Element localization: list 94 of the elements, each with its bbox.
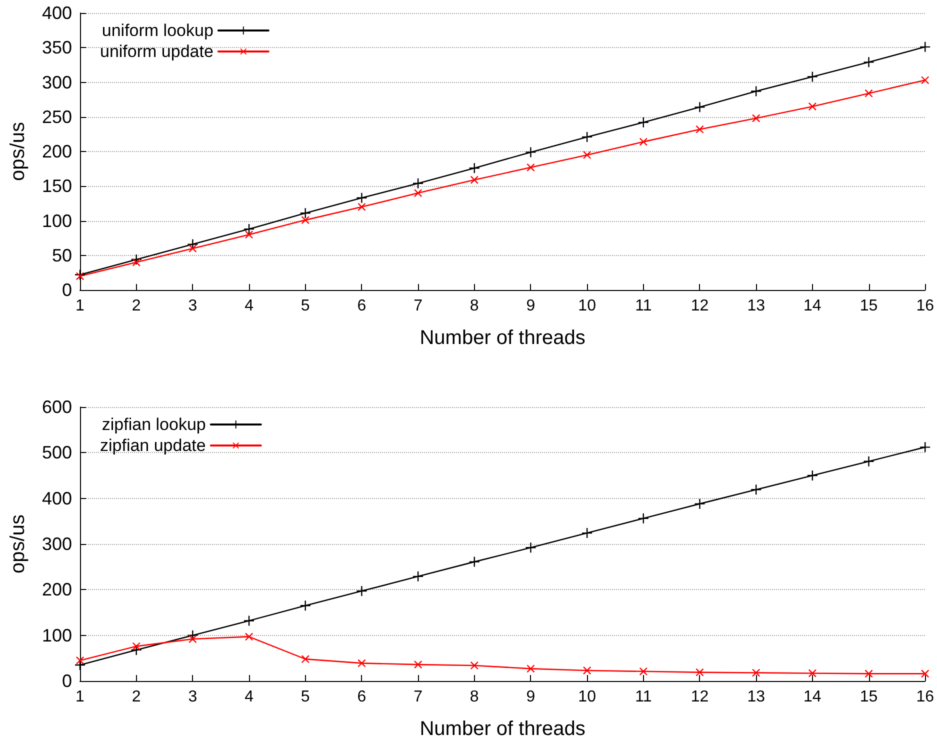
point [358,202,366,211]
point [188,244,197,252]
x-tick-label: 9 [526,688,536,706]
y-tick-label: 0 [62,280,72,300]
point [864,456,874,466]
y-tick-label: 50 [52,245,72,266]
point [694,102,705,112]
point [188,635,197,643]
x-tick-label: 16 [916,298,934,314]
x-axis-title: Number of threads [420,327,586,349]
x-tick-label: 15 [860,688,878,706]
x-axis-title: Number of threads [420,718,586,740]
point [76,656,84,664]
x-tick-label: 8 [470,688,479,706]
y-tick-label: 0 [62,671,72,691]
x-tick-label: 13 [747,298,766,314]
y-axis-title: ops/us [7,122,29,181]
point [470,176,478,184]
point [694,498,705,509]
point [245,632,253,641]
x-tick-label: 5 [300,688,310,706]
point [583,151,592,159]
y-tick-label: 150 [42,176,72,196]
point [356,586,367,596]
point [526,163,535,172]
point [301,216,310,224]
x-tick-label: 14 [804,688,822,706]
point [526,542,536,553]
point [921,76,930,84]
x-tick-label: 16 [916,688,934,706]
x-tick-label: 7 [414,688,423,706]
x-tick-label: 2 [132,298,141,314]
point [76,272,84,280]
point [921,670,930,678]
x-tick-label: 1 [76,688,85,706]
x-tick-label: 12 [690,298,709,314]
point [414,660,422,669]
x-tick-label: 10 [578,688,596,706]
x-tick-label: 3 [188,298,198,314]
x-tick-label: 2 [132,688,141,706]
y-tick-label: 100 [42,210,72,231]
x-tick-label: 9 [526,298,536,314]
point [639,138,648,146]
point [470,662,478,670]
point [752,668,760,677]
legend-label: zipfian lookup [102,415,206,434]
point [920,442,930,452]
point [583,666,592,674]
point [414,189,422,198]
point [356,192,367,203]
point [864,670,873,678]
y-tick-label: 400 [42,488,72,508]
point [807,72,818,82]
x-tick-label: 11 [635,298,652,314]
y-tick-label: 100 [42,625,72,646]
y-tick-label: 200 [42,580,72,600]
y-tick-label: 350 [42,38,72,58]
x-tick-label: 15 [860,298,878,314]
point [864,57,874,68]
x-tick-label: 14 [804,298,822,314]
x-tick-label: 13 [747,688,766,706]
point [752,114,760,122]
point [639,667,648,676]
x-tick-label: 4 [244,688,254,706]
point [469,556,480,567]
y-tick-label: 250 [42,106,72,127]
x-tick-label: 4 [244,298,254,314]
y-tick-label: 200 [42,142,72,162]
x-tick-label: 6 [357,298,366,314]
x-tick-label: 3 [188,688,198,706]
point [526,147,536,158]
legend-label: uniform lookup [102,21,214,40]
x-tick-label: 1 [76,298,85,314]
x-tick-label: 5 [300,298,310,314]
y-tick-label: 400 [42,3,72,23]
legend-label: uniform update [100,42,214,61]
point [808,102,816,110]
y-tick-label: 300 [42,72,72,92]
y-tick-label: 500 [42,442,72,463]
x-tick-label: 6 [357,688,366,706]
y-tick-label: 600 [42,397,72,417]
point [751,484,762,495]
x-tick-label: 8 [470,298,479,314]
x-tick-label: 12 [690,688,709,706]
x-tick-label: 7 [414,298,423,314]
point [808,669,816,678]
y-axis-title: ops/us [7,514,29,574]
point [751,86,762,96]
y-tick-label: 300 [42,534,72,554]
point [301,655,310,664]
point [244,616,254,626]
x-tick-label: 11 [635,688,652,706]
legend-label: zipfian update [100,436,206,455]
x-tick-label: 10 [578,298,596,314]
